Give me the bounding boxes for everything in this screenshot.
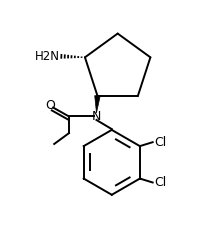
Polygon shape	[95, 96, 100, 113]
Text: O: O	[45, 99, 55, 112]
Text: Cl: Cl	[154, 176, 167, 189]
Text: H2N: H2N	[34, 50, 59, 63]
Text: N: N	[92, 110, 101, 123]
Text: Cl: Cl	[154, 136, 167, 149]
